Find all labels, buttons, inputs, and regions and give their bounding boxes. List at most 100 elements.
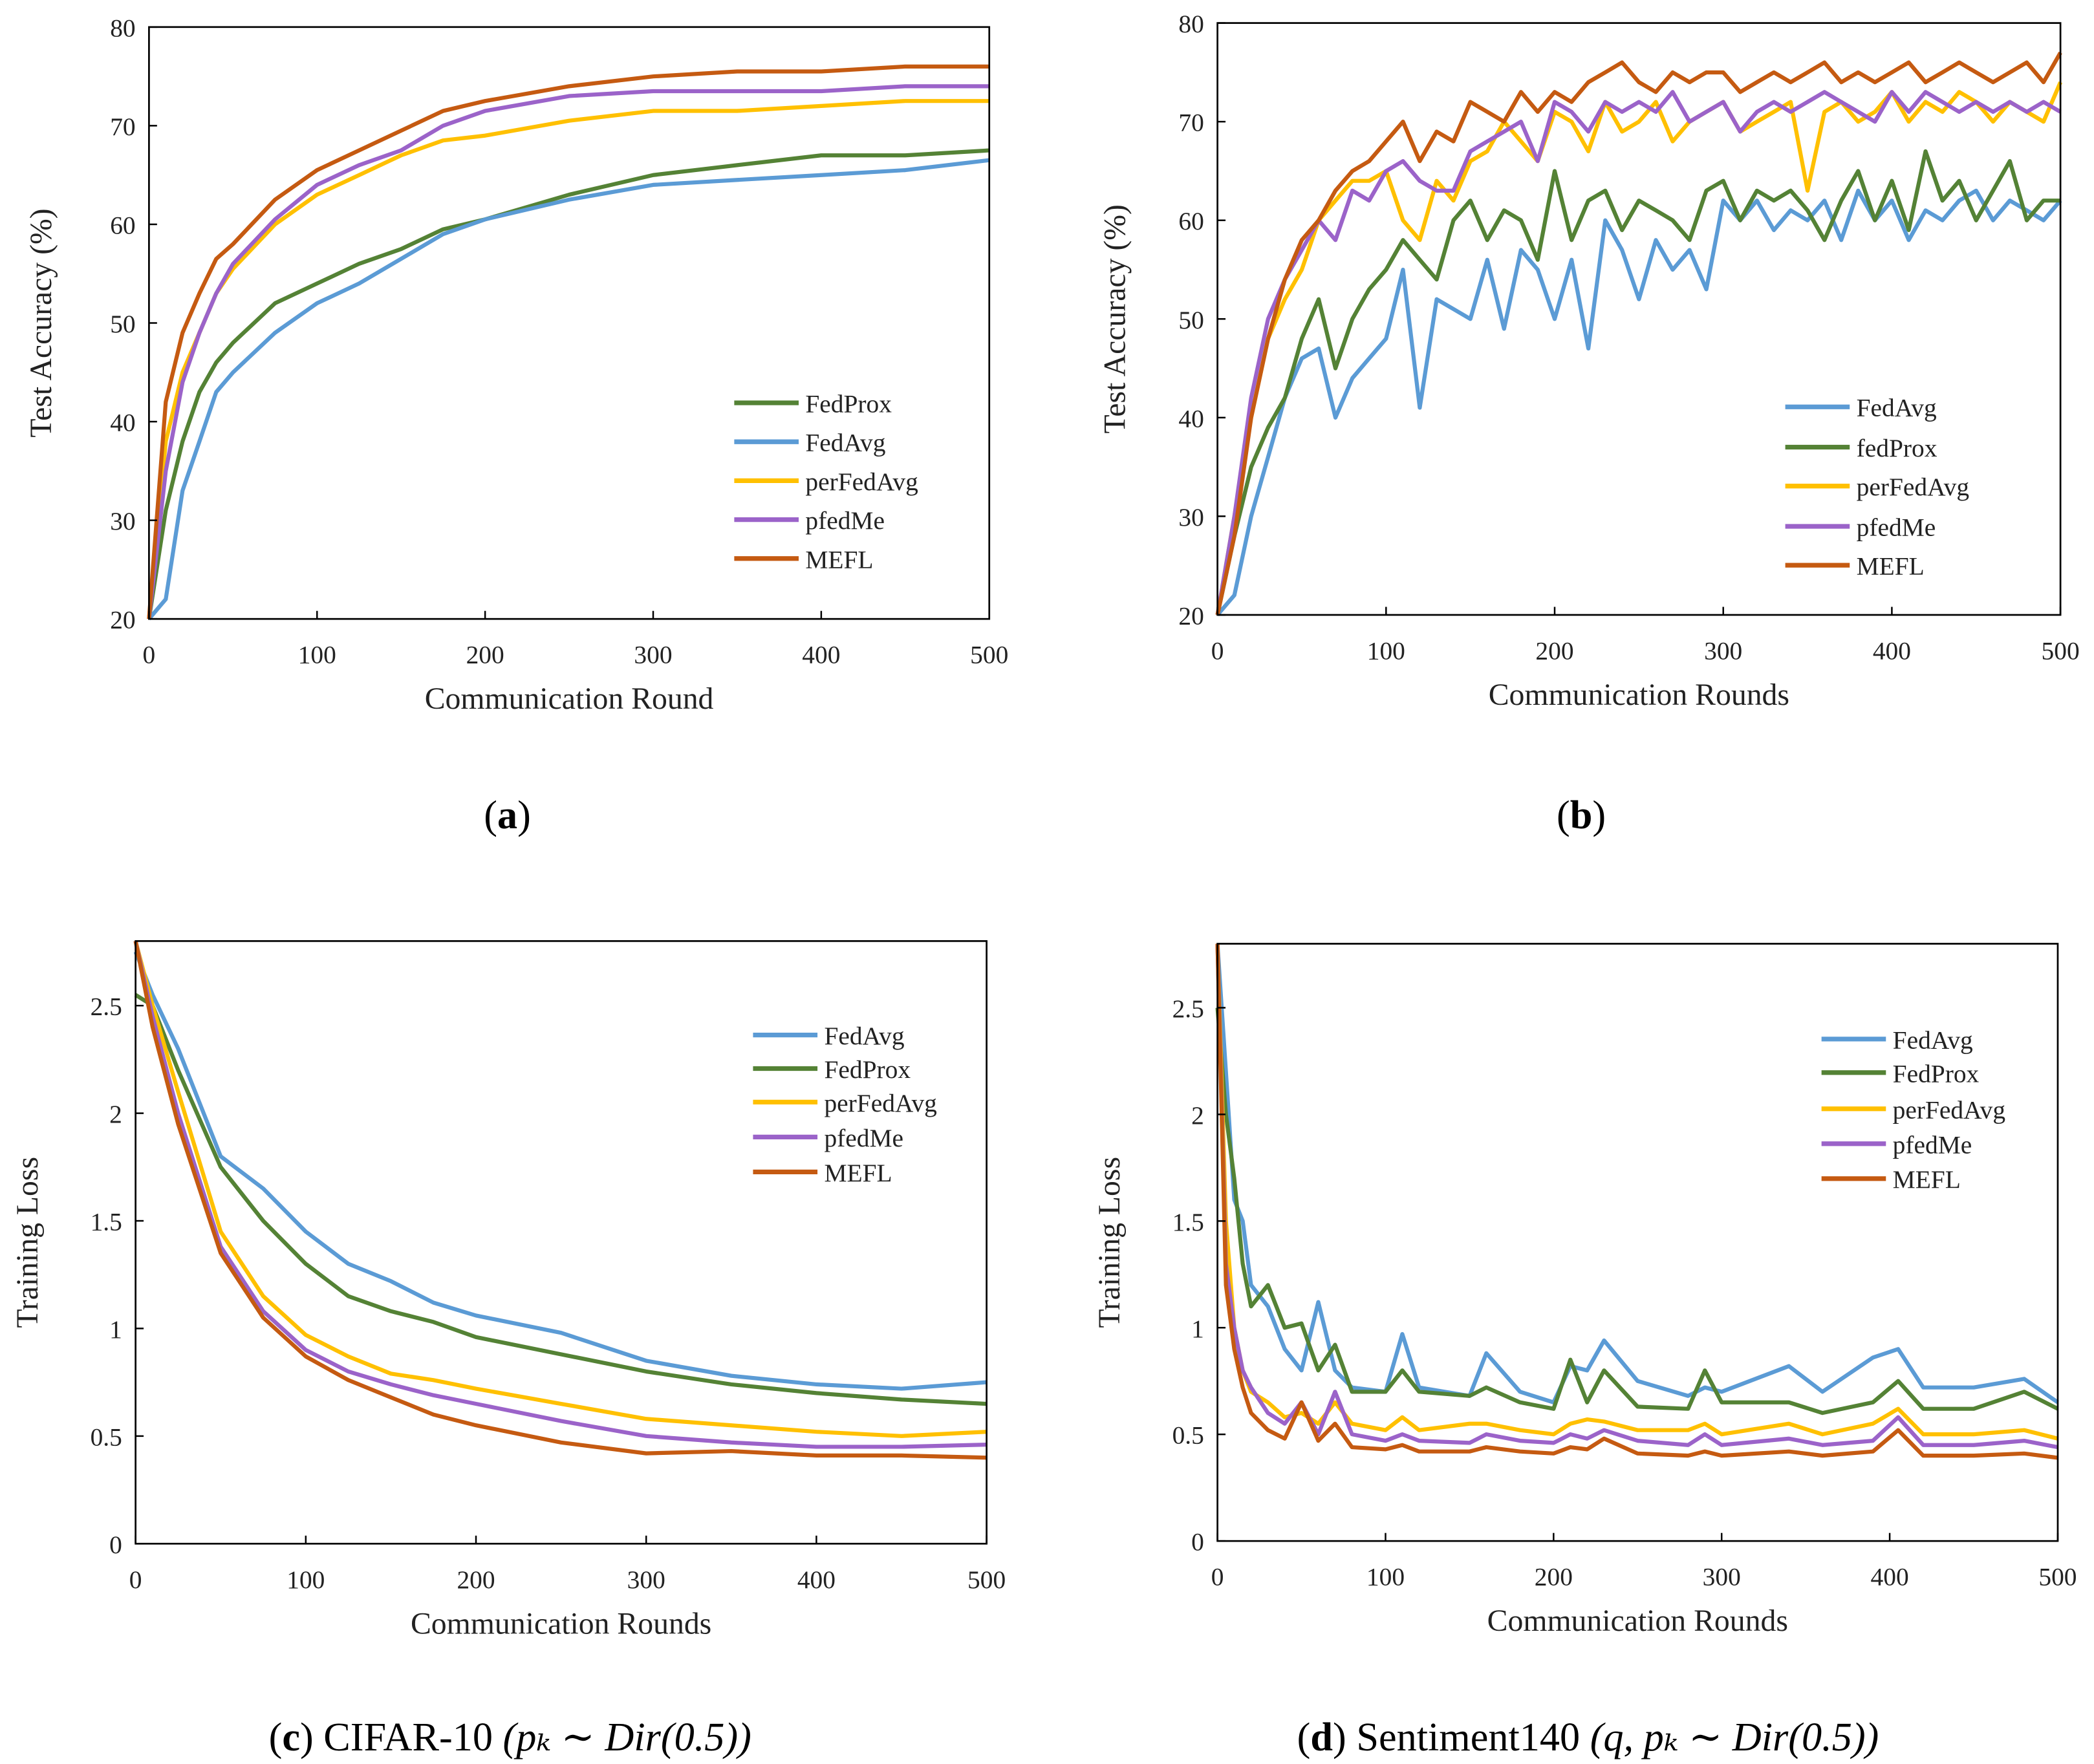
y-tick-label: 1.5 xyxy=(91,1208,122,1236)
x-tick-label: 400 xyxy=(797,1565,836,1594)
x-tick-label: 400 xyxy=(1871,1563,1909,1591)
caption-math: (pₖ ∼ Dir(0.5)) xyxy=(503,1716,751,1759)
series-line-mefl xyxy=(1215,943,2058,1460)
caption-paren: ( xyxy=(484,793,497,837)
legend-label: pfedMe xyxy=(1857,513,1936,541)
legend: FedAvg FedProx perFedAvg pfedMe MEFL xyxy=(1821,1026,2005,1194)
legend-label: FedAvg xyxy=(1893,1026,1973,1054)
legend-label: perFedAvg xyxy=(1857,473,1969,501)
y-tick-label: 80 xyxy=(1178,10,1204,38)
series-line-fedavg xyxy=(1215,943,2059,1404)
caption-label: c xyxy=(282,1716,300,1759)
x-tick-label: 100 xyxy=(298,641,336,669)
y-tick-label: 2 xyxy=(1191,1101,1204,1130)
caption-space xyxy=(493,1716,503,1759)
chart-a: 0 100 200 300 400 500 20 30 40 50 60 70 80 Communicat… xyxy=(24,14,1008,837)
series-line-fedprox xyxy=(147,148,989,619)
caption-math: (q, pₖ ∼ Dir(0.5)) xyxy=(1590,1716,1879,1759)
x-tick-label: 500 xyxy=(970,641,1008,669)
y-tick-label: 70 xyxy=(1178,109,1204,137)
legend-label: FedProx xyxy=(1893,1059,1980,1088)
legend: FedAvg fedProx perFedAvg pfedMe MEFL xyxy=(1785,394,1969,581)
y-axis-title: Training Loss xyxy=(1092,1157,1127,1328)
y-tick-label: 40 xyxy=(1178,404,1204,433)
x-tick-label: 300 xyxy=(1704,636,1742,665)
series-line-fedavg xyxy=(133,951,987,1391)
legend-label: perFedAvg xyxy=(805,468,918,496)
caption-label: d xyxy=(1310,1716,1333,1759)
legend-label: FedProx xyxy=(805,390,892,418)
x-tick-label: 0 xyxy=(1211,636,1224,665)
caption-paren: ( xyxy=(1557,793,1570,837)
caption-label: a xyxy=(497,793,517,837)
legend-label: fedProx xyxy=(1857,434,1937,462)
legend-label: MEFL xyxy=(1893,1165,1961,1194)
series-line-perfedavg xyxy=(1215,81,2062,616)
x-tick-label: 500 xyxy=(2042,636,2080,665)
subfigure-caption: (c) CIFAR-10 (pₖ ∼ Dir(0.5)) xyxy=(269,1716,751,1759)
series-line-fedprox xyxy=(1215,1007,2059,1415)
y-tick-label: 2 xyxy=(109,1100,122,1128)
y-tick-label: 20 xyxy=(1178,601,1204,630)
y-axis-title: Training Loss xyxy=(10,1157,45,1328)
y-tick-label: 2.5 xyxy=(91,993,122,1021)
x-axis-title: Communication Round xyxy=(425,682,714,716)
x-tick-label: 0 xyxy=(143,641,156,669)
plot-frame xyxy=(1216,943,2059,1542)
x-axis-title: Communication Rounds xyxy=(411,1606,711,1640)
plot-frame xyxy=(135,940,988,1545)
legend-label: MEFL xyxy=(1857,552,1925,581)
caption-paren: ( xyxy=(1297,1716,1311,1759)
y-tick-label: 50 xyxy=(110,310,135,338)
series-line-pfedme xyxy=(1215,90,2062,616)
legend-label: FedAvg xyxy=(824,1022,904,1050)
series-line-mefl xyxy=(1215,51,2062,616)
y-tick-label: 80 xyxy=(110,14,135,42)
caption-paren: ) xyxy=(1333,1716,1356,1759)
y-tick-label: 60 xyxy=(110,211,135,239)
y-tick-label: 2.5 xyxy=(1172,995,1204,1023)
series-line-pfedme xyxy=(133,940,987,1449)
y-tick-label: 50 xyxy=(1178,306,1204,334)
y-axis-title: Test Accuracy (%) xyxy=(24,208,58,437)
y-tick-label: 30 xyxy=(1178,503,1204,532)
y-tick-label: 0 xyxy=(1191,1528,1204,1556)
series-line-perfedavg xyxy=(147,99,989,619)
x-tick-label: 200 xyxy=(1535,1563,1573,1591)
subfigure-caption: (a) xyxy=(484,793,531,837)
y-tick-label: 0 xyxy=(109,1531,122,1559)
x-axis-title: Communication Rounds xyxy=(1487,1604,1788,1638)
caption-paren: ) xyxy=(1592,793,1606,837)
x-axis-title: Communication Rounds xyxy=(1489,678,1789,712)
series-line-mefl xyxy=(147,64,989,619)
caption-space xyxy=(1580,1716,1590,1759)
series-line-fedavg xyxy=(147,158,990,621)
series-line-mefl xyxy=(133,940,987,1460)
caption-paren: ) xyxy=(300,1716,323,1759)
y-tick-label: 30 xyxy=(110,507,135,535)
x-tick-label: 400 xyxy=(802,641,840,669)
x-tick-label: 200 xyxy=(1535,636,1573,665)
caption-label: b xyxy=(1570,793,1593,837)
legend-label: pfedMe xyxy=(824,1124,903,1152)
legend-label: FedAvg xyxy=(805,429,885,457)
legend: FedAvg FedProx perFedAvg pfedMe MEFL xyxy=(753,1022,937,1187)
caption-paren: ( xyxy=(269,1716,283,1759)
subfigure-caption: (d) Sentiment140 (q, pₖ ∼ Dir(0.5)) xyxy=(1297,1716,1879,1759)
series-line-perfedavg xyxy=(133,940,987,1438)
y-tick-label: 1 xyxy=(1191,1315,1204,1343)
y-tick-label: 0.5 xyxy=(1172,1421,1204,1450)
legend-label: FedProx xyxy=(824,1055,911,1084)
subfigure-caption: (b) xyxy=(1557,793,1606,837)
x-tick-label: 300 xyxy=(627,1565,665,1594)
legend-label: pfedMe xyxy=(805,506,885,535)
y-tick-label: 70 xyxy=(110,113,135,141)
legend-label: pfedMe xyxy=(1893,1130,1972,1159)
x-tick-label: 100 xyxy=(286,1565,325,1594)
y-tick-label: 20 xyxy=(110,606,135,634)
x-tick-label: 100 xyxy=(1366,1563,1405,1591)
x-tick-label: 100 xyxy=(1367,636,1405,665)
legend-label: perFedAvg xyxy=(1893,1095,2005,1124)
x-tick-label: 300 xyxy=(1703,1563,1741,1591)
